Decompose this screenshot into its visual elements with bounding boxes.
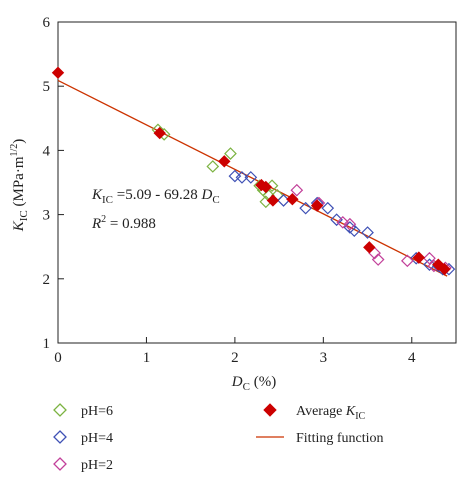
- x-tick-label: 2: [231, 350, 239, 366]
- data-point-series-2: [290, 183, 304, 197]
- fit-layer: [57, 79, 448, 277]
- legend-label-average: Average KIC: [296, 404, 366, 422]
- average-point: [153, 126, 166, 140]
- legend-marker-ph4: [53, 430, 67, 444]
- y-axis-title: KIC (MPa·m1/2): [9, 139, 30, 233]
- legend-label-ph2: pH=2: [81, 458, 113, 473]
- data-point-series-1: [235, 171, 249, 184]
- y-tick-label: 1: [43, 336, 51, 352]
- average-point: [266, 194, 280, 207]
- data-point-series-1: [361, 226, 374, 239]
- x-tick-label: 4: [408, 350, 416, 366]
- y-tick-label: 5: [43, 79, 51, 95]
- legend-marker-ph6: [53, 403, 67, 417]
- y-tick-label: 4: [43, 143, 51, 159]
- x-tick-label: 1: [143, 350, 151, 366]
- data-point-series-2: [343, 217, 357, 231]
- legend-item-fit: Fitting function: [256, 431, 384, 446]
- average-point: [286, 192, 299, 206]
- legend: pH=6 pH=4 pH=2 Average KIC Fitting funct…: [53, 403, 384, 473]
- y-tick-label: 3: [43, 208, 51, 224]
- data-point-series-1: [299, 201, 312, 215]
- data-point-series-2: [371, 253, 385, 266]
- plot-area: [57, 21, 457, 344]
- fit-equation: KIC =5.09 - 69.28 DC: [91, 187, 220, 206]
- r-squared: R2 = 0.988: [91, 214, 156, 232]
- data-point-series-1: [423, 258, 436, 272]
- fit-line: [57, 79, 448, 277]
- data-point-series-1: [244, 171, 258, 184]
- legend-label-fit: Fitting function: [296, 431, 384, 446]
- legend-label-ph4: pH=4: [81, 431, 113, 446]
- y-tick-label: 2: [43, 272, 51, 288]
- data-point-series-2: [401, 254, 414, 268]
- legend-item-ph6: pH=6: [53, 403, 113, 419]
- data-point-series-0: [224, 147, 237, 160]
- average-point: [438, 262, 451, 276]
- y-tick-label: 6: [43, 15, 51, 31]
- legend-item-ph4: pH=4: [53, 430, 113, 446]
- legend-item-average: Average KIC: [263, 403, 366, 422]
- data-point-series-1: [330, 213, 343, 227]
- legend-marker-ph2: [53, 457, 67, 471]
- data-point-series-2: [423, 251, 436, 265]
- x-tick-label: 3: [320, 350, 328, 366]
- data-point-series-1: [228, 169, 242, 183]
- average-point: [259, 180, 273, 194]
- data-point-series-0: [206, 160, 220, 173]
- average-point: [363, 241, 376, 254]
- points-layer: [51, 66, 456, 276]
- x-tick-label: 0: [54, 350, 62, 366]
- legend-item-ph2: pH=2: [53, 457, 113, 473]
- average-point: [310, 199, 324, 212]
- x-axis-title: DC (%): [231, 374, 276, 393]
- data-point-series-1: [321, 201, 335, 215]
- legend-marker-average: [263, 403, 277, 417]
- average-point: [412, 251, 426, 264]
- legend-label-ph6: pH=6: [81, 404, 113, 419]
- average-point: [51, 66, 65, 79]
- data-point-series-1: [277, 194, 290, 207]
- data-point-series-2: [336, 215, 350, 229]
- average-point: [218, 155, 231, 168]
